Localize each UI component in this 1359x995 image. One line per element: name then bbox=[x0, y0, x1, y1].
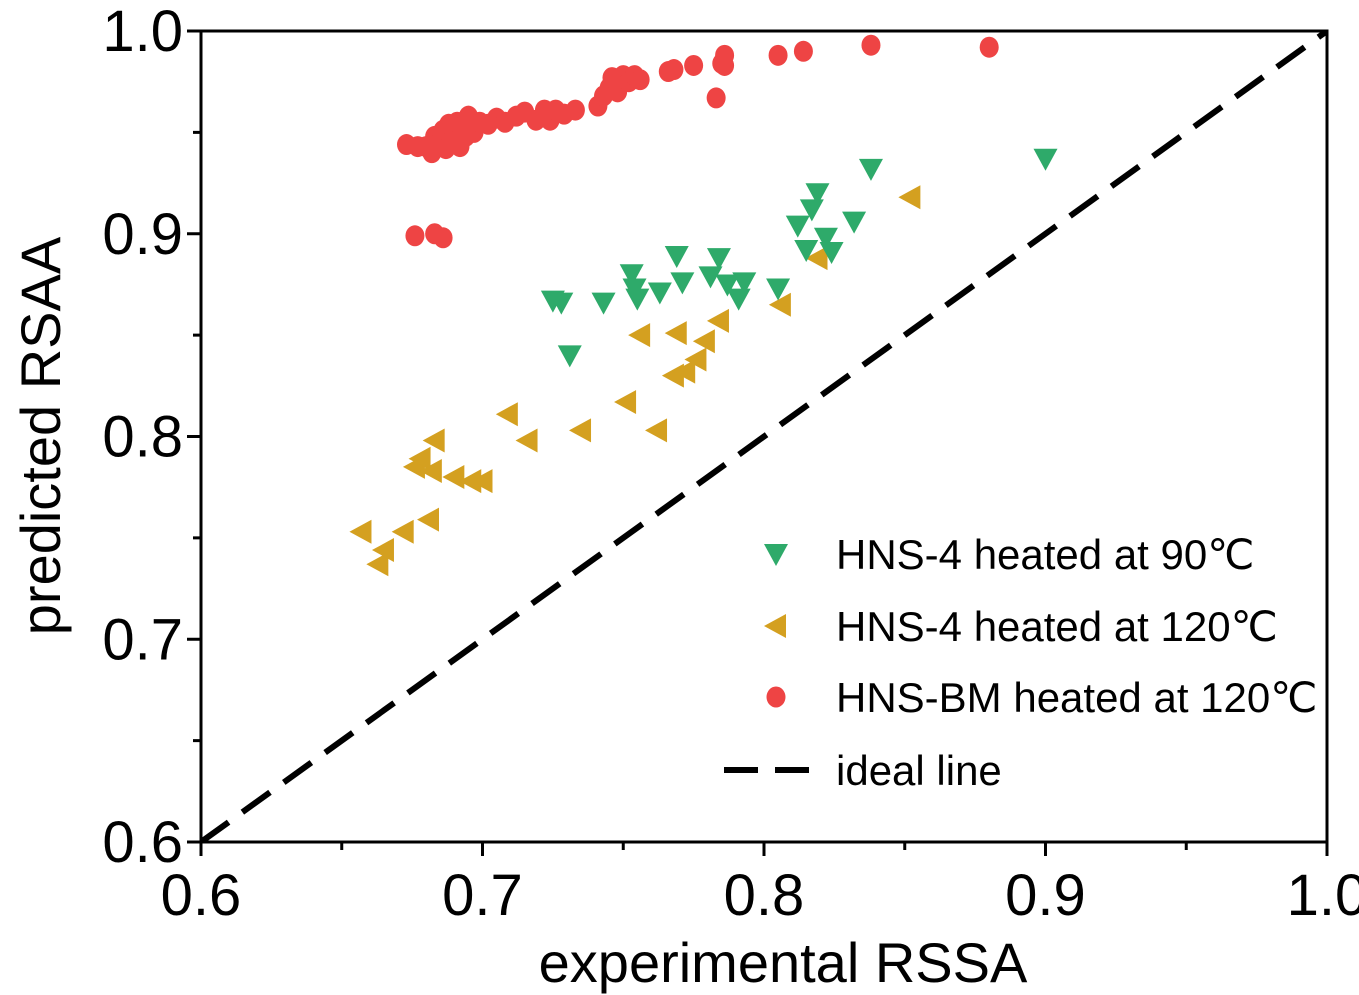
y-tick-label: 1.0 bbox=[102, 0, 183, 64]
data-point-triangle-left bbox=[391, 519, 414, 544]
y-tick-label: 0.6 bbox=[102, 810, 183, 875]
data-point-circle bbox=[565, 99, 585, 121]
legend: HNS-4 heated at 90℃ HNS-4 heated at 120℃ H… bbox=[724, 531, 1317, 794]
y-tick-label: 0.9 bbox=[102, 202, 183, 267]
data-point-triangle-left bbox=[495, 402, 518, 427]
data-point-circle bbox=[405, 225, 425, 247]
legend-label: HNS-4 heated at 120℃ bbox=[836, 603, 1278, 650]
legend-label: HNS-BM heated at 120℃ bbox=[836, 674, 1317, 721]
ideal-line bbox=[201, 31, 1327, 842]
data-point-triangle-down bbox=[794, 239, 819, 262]
data-point-triangle-left bbox=[408, 446, 431, 471]
data-point-triangle-down bbox=[619, 264, 644, 287]
data-point-triangle-down bbox=[625, 288, 650, 311]
data-point-triangle-left bbox=[614, 390, 637, 415]
data-point-triangle-down bbox=[805, 183, 830, 206]
data-point-triangle-down bbox=[698, 266, 723, 289]
x-tick-label: 0.8 bbox=[724, 863, 805, 928]
x-tick-label: 1.0 bbox=[1287, 863, 1359, 928]
data-point-circle bbox=[684, 54, 704, 76]
data-point-triangle-down bbox=[664, 246, 689, 269]
data-point-triangle-left bbox=[628, 323, 651, 348]
data-point-triangle-down bbox=[670, 272, 695, 295]
data-point-triangle-down bbox=[819, 241, 844, 264]
y-axis-title: predicted RSAA bbox=[9, 236, 72, 635]
x-tick-label: 0.9 bbox=[1005, 863, 1086, 928]
legend-swatch-triangle-left bbox=[764, 614, 786, 638]
data-point-triangle-down bbox=[842, 211, 867, 234]
data-point-triangle-down bbox=[715, 274, 740, 297]
data-point-triangle-down bbox=[732, 272, 757, 295]
legend-swatch-circle bbox=[766, 686, 786, 708]
y-tick-label: 0.8 bbox=[102, 405, 183, 470]
data-point-triangle-left bbox=[442, 465, 465, 490]
x-tick-label: 0.7 bbox=[442, 863, 523, 928]
data-point-triangle-down bbox=[549, 292, 574, 315]
data-point-circle bbox=[630, 69, 650, 91]
data-point-triangle-left bbox=[664, 321, 687, 346]
data-point-triangle-down bbox=[813, 227, 838, 250]
data-point-triangle-down bbox=[858, 158, 883, 181]
data-point-triangle-down bbox=[1033, 148, 1058, 171]
data-point-triangle-left bbox=[692, 329, 715, 354]
x-tick-label: 0.6 bbox=[161, 863, 242, 928]
data-point-circle bbox=[433, 227, 453, 249]
data-point-triangle-left bbox=[898, 185, 921, 210]
data-point-triangle-left bbox=[673, 359, 696, 384]
legend-label: HNS-4 heated at 90℃ bbox=[836, 531, 1254, 578]
data-point-triangle-left bbox=[569, 418, 592, 443]
data-point-triangle-left bbox=[706, 308, 729, 333]
data-point-circle bbox=[861, 34, 881, 56]
data-point-triangle-down bbox=[647, 282, 672, 305]
data-point-triangle-left bbox=[470, 469, 493, 494]
data-point-triangle-down bbox=[726, 288, 751, 311]
data-point-triangle-down bbox=[766, 278, 791, 301]
data-point-circle bbox=[793, 40, 813, 62]
data-point-circle bbox=[664, 59, 684, 81]
data-point-circle bbox=[706, 87, 726, 109]
data-point-triangle-left bbox=[515, 428, 538, 453]
data-point-triangle-down bbox=[785, 215, 810, 238]
data-point-circle bbox=[979, 36, 999, 58]
data-point-circle bbox=[768, 44, 788, 66]
data-point-triangle-left bbox=[349, 519, 372, 544]
data-point-triangle-left bbox=[422, 428, 445, 453]
data-point-triangle-left bbox=[371, 538, 394, 563]
data-point-triangle-left bbox=[459, 469, 482, 494]
data-point-triangle-left bbox=[805, 246, 828, 271]
y-tick-label: 0.7 bbox=[102, 607, 183, 672]
data-point-triangle-left bbox=[417, 507, 440, 532]
data-point-triangle-left bbox=[419, 458, 442, 483]
data-point-triangle-left bbox=[768, 292, 791, 317]
data-point-triangle-down bbox=[557, 345, 582, 368]
data-point-triangle-left bbox=[645, 418, 668, 443]
data-point-triangle-left bbox=[366, 552, 389, 577]
legend-label: ideal line bbox=[836, 747, 1002, 794]
data-point-triangle-left bbox=[684, 347, 707, 372]
data-point-triangle-down bbox=[706, 248, 731, 271]
data-point-triangle-down bbox=[799, 199, 824, 222]
data-point-circle bbox=[715, 54, 735, 76]
legend-swatch-triangle-down bbox=[764, 544, 788, 566]
x-axis-title: experimental RSSA bbox=[539, 931, 1028, 994]
data-point-triangle-down bbox=[591, 292, 616, 315]
